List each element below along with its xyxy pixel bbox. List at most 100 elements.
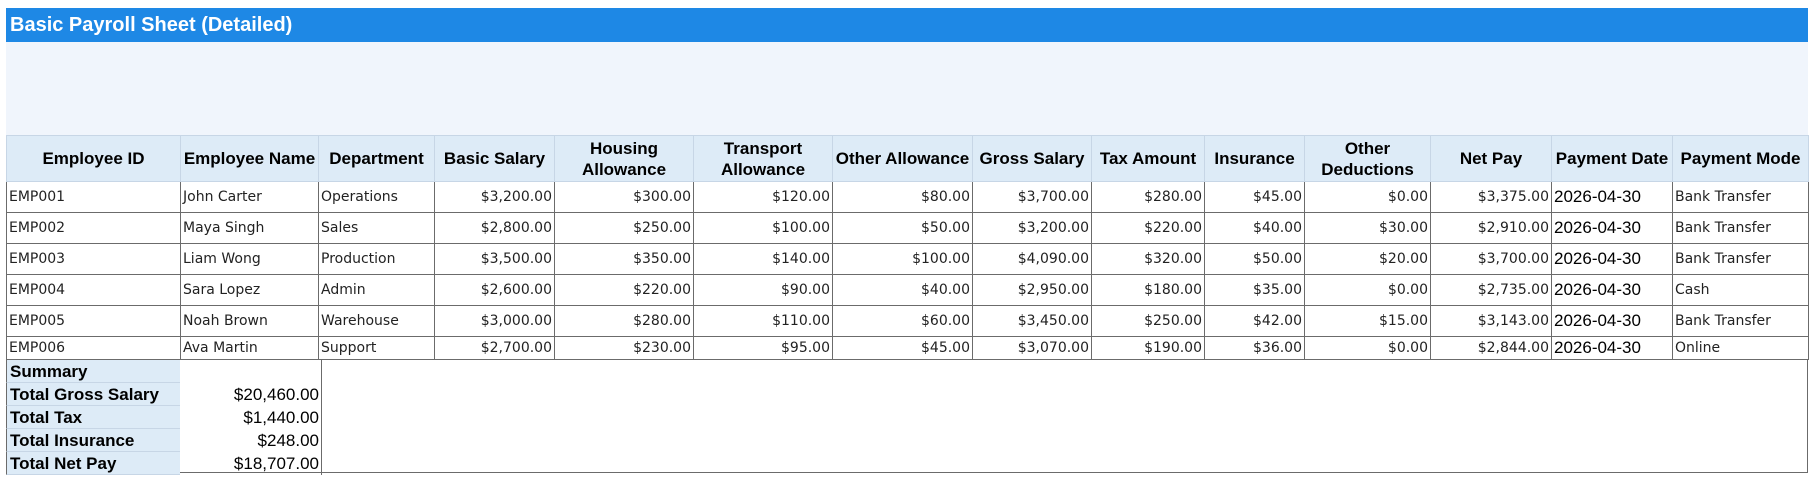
employee-id-cell[interactable]: EMP004 bbox=[6, 274, 181, 306]
department-cell[interactable]: Operations bbox=[318, 181, 435, 213]
employee-name-cell[interactable]: Noah Brown bbox=[180, 305, 319, 337]
column-header[interactable]: Department bbox=[318, 135, 435, 182]
other-deductions-cell[interactable]: $0.00 bbox=[1304, 274, 1431, 306]
housing-allowance-cell[interactable]: $250.00 bbox=[554, 212, 694, 244]
transport-allowance-cell[interactable]: $140.00 bbox=[693, 243, 833, 275]
tax-amount-cell[interactable]: $190.00 bbox=[1091, 336, 1205, 360]
tax-amount-cell[interactable]: $220.00 bbox=[1091, 212, 1205, 244]
transport-allowance-cell[interactable]: $95.00 bbox=[693, 336, 833, 360]
department-cell[interactable]: Admin bbox=[318, 274, 435, 306]
gross-salary-cell[interactable]: $3,700.00 bbox=[972, 181, 1092, 213]
column-header[interactable]: Gross Salary bbox=[972, 135, 1092, 182]
summary-label[interactable]: Total Net Pay bbox=[6, 452, 180, 475]
tax-amount-cell[interactable]: $250.00 bbox=[1091, 305, 1205, 337]
net-pay-cell[interactable]: $3,700.00 bbox=[1430, 243, 1552, 275]
summary-value[interactable]: $248.00 bbox=[180, 429, 322, 452]
summary-label[interactable]: Total Gross Salary bbox=[6, 383, 180, 406]
other-deductions-cell[interactable]: $30.00 bbox=[1304, 212, 1431, 244]
column-header[interactable]: Other Allowance bbox=[832, 135, 973, 182]
column-header[interactable]: Insurance bbox=[1204, 135, 1305, 182]
other-allowance-cell[interactable]: $60.00 bbox=[832, 305, 973, 337]
department-cell[interactable]: Warehouse bbox=[318, 305, 435, 337]
payment-date-cell[interactable]: 2026-04-30 bbox=[1551, 305, 1673, 337]
column-header[interactable]: Payment Date bbox=[1551, 135, 1673, 182]
payment-mode-cell[interactable]: Cash bbox=[1672, 274, 1809, 306]
other-allowance-cell[interactable]: $80.00 bbox=[832, 181, 973, 213]
basic-salary-cell[interactable]: $2,600.00 bbox=[434, 274, 555, 306]
column-header[interactable]: Employee Name bbox=[180, 135, 319, 182]
gross-salary-cell[interactable]: $2,950.00 bbox=[972, 274, 1092, 306]
column-header[interactable]: Other Deductions bbox=[1304, 135, 1431, 182]
employee-id-cell[interactable]: EMP002 bbox=[6, 212, 181, 244]
housing-allowance-cell[interactable]: $220.00 bbox=[554, 274, 694, 306]
payment-date-cell[interactable]: 2026-04-30 bbox=[1551, 181, 1673, 213]
net-pay-cell[interactable]: $2,844.00 bbox=[1430, 336, 1552, 360]
department-cell[interactable]: Support bbox=[318, 336, 435, 360]
gross-salary-cell[interactable]: $3,200.00 bbox=[972, 212, 1092, 244]
column-header[interactable]: Basic Salary bbox=[434, 135, 555, 182]
column-header[interactable]: Housing Allowance bbox=[554, 135, 694, 182]
column-header[interactable]: Employee ID bbox=[6, 135, 181, 182]
employee-id-cell[interactable]: EMP006 bbox=[6, 336, 181, 360]
summary-label[interactable]: Total Tax bbox=[6, 406, 180, 429]
employee-name-cell[interactable]: Liam Wong bbox=[180, 243, 319, 275]
housing-allowance-cell[interactable]: $280.00 bbox=[554, 305, 694, 337]
insurance-cell[interactable]: $40.00 bbox=[1204, 212, 1305, 244]
other-allowance-cell[interactable]: $100.00 bbox=[832, 243, 973, 275]
net-pay-cell[interactable]: $3,375.00 bbox=[1430, 181, 1552, 213]
employee-id-cell[interactable]: EMP003 bbox=[6, 243, 181, 275]
column-header[interactable]: Transport Allowance bbox=[693, 135, 833, 182]
summary-value[interactable]: $1,440.00 bbox=[180, 406, 322, 429]
gross-salary-cell[interactable]: $3,450.00 bbox=[972, 305, 1092, 337]
insurance-cell[interactable]: $45.00 bbox=[1204, 181, 1305, 213]
gross-salary-cell[interactable]: $4,090.00 bbox=[972, 243, 1092, 275]
payment-date-cell[interactable]: 2026-04-30 bbox=[1551, 336, 1673, 360]
insurance-cell[interactable]: $36.00 bbox=[1204, 336, 1305, 360]
insurance-cell[interactable]: $35.00 bbox=[1204, 274, 1305, 306]
summary-heading-blank[interactable] bbox=[180, 360, 322, 383]
basic-salary-cell[interactable]: $3,200.00 bbox=[434, 181, 555, 213]
column-header[interactable]: Net Pay bbox=[1430, 135, 1552, 182]
transport-allowance-cell[interactable]: $120.00 bbox=[693, 181, 833, 213]
housing-allowance-cell[interactable]: $350.00 bbox=[554, 243, 694, 275]
insurance-cell[interactable]: $50.00 bbox=[1204, 243, 1305, 275]
summary-label[interactable]: Total Insurance bbox=[6, 429, 180, 452]
summary-heading[interactable]: Summary bbox=[6, 360, 180, 383]
other-deductions-cell[interactable]: $0.00 bbox=[1304, 336, 1431, 360]
employee-name-cell[interactable]: Sara Lopez bbox=[180, 274, 319, 306]
net-pay-cell[interactable]: $3,143.00 bbox=[1430, 305, 1552, 337]
payment-date-cell[interactable]: 2026-04-30 bbox=[1551, 243, 1673, 275]
summary-value[interactable]: $18,707.00 bbox=[180, 452, 322, 475]
tax-amount-cell[interactable]: $320.00 bbox=[1091, 243, 1205, 275]
payment-date-cell[interactable]: 2026-04-30 bbox=[1551, 274, 1673, 306]
other-deductions-cell[interactable]: $0.00 bbox=[1304, 181, 1431, 213]
transport-allowance-cell[interactable]: $110.00 bbox=[693, 305, 833, 337]
tax-amount-cell[interactable]: $280.00 bbox=[1091, 181, 1205, 213]
other-allowance-cell[interactable]: $45.00 bbox=[832, 336, 973, 360]
column-header[interactable]: Payment Mode bbox=[1672, 135, 1809, 182]
employee-id-cell[interactable]: EMP001 bbox=[6, 181, 181, 213]
other-deductions-cell[interactable]: $15.00 bbox=[1304, 305, 1431, 337]
net-pay-cell[interactable]: $2,910.00 bbox=[1430, 212, 1552, 244]
payment-mode-cell[interactable]: Bank Transfer bbox=[1672, 212, 1809, 244]
insurance-cell[interactable]: $42.00 bbox=[1204, 305, 1305, 337]
payment-mode-cell[interactable]: Online bbox=[1672, 336, 1809, 360]
department-cell[interactable]: Production bbox=[318, 243, 435, 275]
other-allowance-cell[interactable]: $50.00 bbox=[832, 212, 973, 244]
net-pay-cell[interactable]: $2,735.00 bbox=[1430, 274, 1552, 306]
housing-allowance-cell[interactable]: $230.00 bbox=[554, 336, 694, 360]
employee-name-cell[interactable]: John Carter bbox=[180, 181, 319, 213]
column-header[interactable]: Tax Amount bbox=[1091, 135, 1205, 182]
payment-mode-cell[interactable]: Bank Transfer bbox=[1672, 305, 1809, 337]
department-cell[interactable]: Sales bbox=[318, 212, 435, 244]
payment-date-cell[interactable]: 2026-04-30 bbox=[1551, 212, 1673, 244]
employee-name-cell[interactable]: Maya Singh bbox=[180, 212, 319, 244]
transport-allowance-cell[interactable]: $100.00 bbox=[693, 212, 833, 244]
payment-mode-cell[interactable]: Bank Transfer bbox=[1672, 243, 1809, 275]
basic-salary-cell[interactable]: $3,000.00 bbox=[434, 305, 555, 337]
transport-allowance-cell[interactable]: $90.00 bbox=[693, 274, 833, 306]
other-deductions-cell[interactable]: $20.00 bbox=[1304, 243, 1431, 275]
tax-amount-cell[interactable]: $180.00 bbox=[1091, 274, 1205, 306]
employee-id-cell[interactable]: EMP005 bbox=[6, 305, 181, 337]
basic-salary-cell[interactable]: $3,500.00 bbox=[434, 243, 555, 275]
